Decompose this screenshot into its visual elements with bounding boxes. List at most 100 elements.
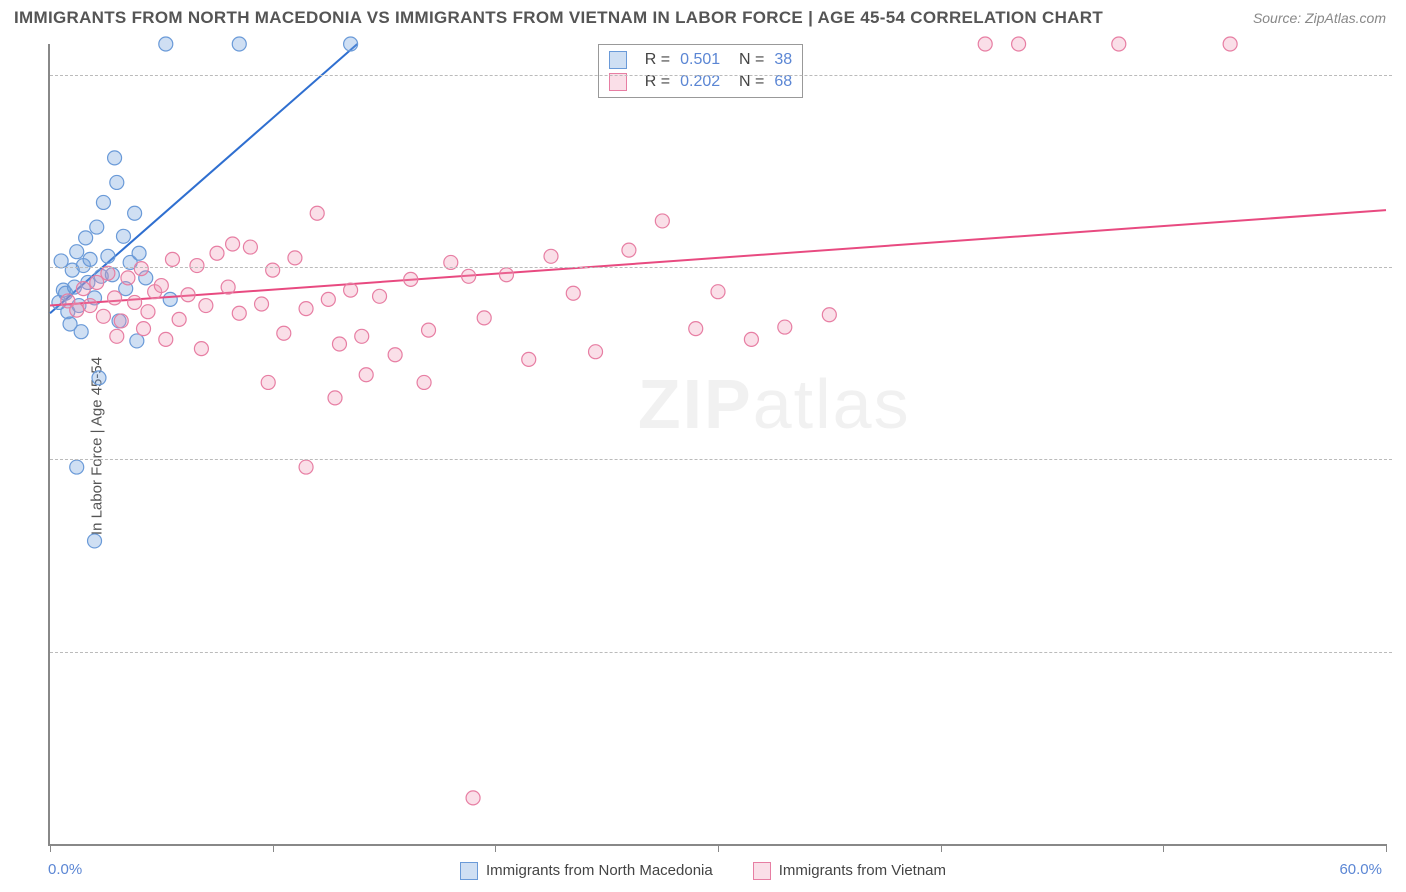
data-point-vietnam [462, 269, 476, 283]
gridline [50, 75, 1392, 76]
stat-legend: R = 0.501 N = 38R = 0.202 N = 68 [598, 44, 803, 98]
stat-row-macedonia: R = 0.501 N = 38 [609, 49, 792, 71]
data-point-vietnam [355, 329, 369, 343]
y-tick-label: 87.5% [1394, 273, 1406, 290]
gridline [50, 459, 1392, 460]
stat-n-value: 38 [774, 51, 792, 69]
x-tick [273, 844, 274, 852]
data-point-macedonia [344, 37, 358, 51]
gridline [50, 267, 1392, 268]
data-point-vietnam [466, 791, 480, 805]
x-tick [50, 844, 51, 852]
data-point-macedonia [128, 206, 142, 220]
stat-n-label: N = [730, 51, 764, 69]
data-point-macedonia [101, 249, 115, 263]
data-point-vietnam [388, 348, 402, 362]
stat-r-label: R = [645, 51, 670, 69]
data-point-vietnam [108, 291, 122, 305]
legend-item-macedonia: Immigrants from North Macedonia [460, 862, 713, 880]
data-point-macedonia [108, 151, 122, 165]
y-tick-label: 100.0% [1394, 80, 1406, 97]
data-point-vietnam [689, 322, 703, 336]
data-point-vietnam [744, 332, 758, 346]
gridline [50, 652, 1392, 653]
data-point-vietnam [499, 268, 513, 282]
data-point-vietnam [522, 352, 536, 366]
data-point-vietnam [114, 314, 128, 328]
legend-swatch [460, 862, 478, 880]
legend-swatch [609, 51, 627, 69]
data-point-vietnam [261, 375, 275, 389]
data-point-vietnam [190, 259, 204, 273]
data-point-vietnam [589, 345, 603, 359]
data-point-vietnam [255, 297, 269, 311]
data-point-vietnam [83, 299, 97, 313]
data-point-vietnam [299, 302, 313, 316]
x-tick [941, 844, 942, 852]
data-point-vietnam [622, 243, 636, 257]
data-point-vietnam [544, 249, 558, 263]
data-point-vietnam [373, 289, 387, 303]
x-tick [495, 844, 496, 852]
data-point-macedonia [92, 371, 106, 385]
data-point-vietnam [655, 214, 669, 228]
data-point-vietnam [417, 375, 431, 389]
data-point-vietnam [137, 322, 151, 336]
legend-label: Immigrants from North Macedonia [486, 862, 713, 879]
y-tick-label: 62.5% [1394, 657, 1406, 674]
data-point-macedonia [130, 334, 144, 348]
data-point-vietnam [277, 326, 291, 340]
data-point-vietnam [822, 308, 836, 322]
data-point-vietnam [141, 305, 155, 319]
data-point-vietnam [194, 342, 208, 356]
data-point-vietnam [232, 306, 246, 320]
data-point-macedonia [70, 245, 84, 259]
data-point-vietnam [344, 283, 358, 297]
data-point-macedonia [54, 254, 68, 268]
data-point-vietnam [566, 286, 580, 300]
x-tick [1386, 844, 1387, 852]
data-point-vietnam [711, 285, 725, 299]
data-point-vietnam [978, 37, 992, 51]
data-point-vietnam [128, 295, 142, 309]
data-point-vietnam [110, 329, 124, 343]
data-point-vietnam [1112, 37, 1126, 51]
data-point-vietnam [181, 288, 195, 302]
data-point-macedonia [110, 175, 124, 189]
data-point-vietnam [404, 272, 418, 286]
data-point-macedonia [159, 37, 173, 51]
data-point-vietnam [210, 246, 224, 260]
data-point-macedonia [116, 229, 130, 243]
data-point-vietnam [310, 206, 324, 220]
bottom-legend: Immigrants from North Macedonia Immigrant… [0, 862, 1406, 880]
data-point-vietnam [134, 262, 148, 276]
data-point-vietnam [288, 251, 302, 265]
data-point-vietnam [121, 271, 135, 285]
scatter-svg [50, 44, 1386, 844]
data-point-vietnam [359, 368, 373, 382]
data-point-vietnam [422, 323, 436, 337]
data-point-vietnam [199, 299, 213, 313]
source-label: Source: ZipAtlas.com [1253, 10, 1386, 26]
y-tick-label: 75.0% [1394, 465, 1406, 482]
x-tick [718, 844, 719, 852]
data-point-vietnam [477, 311, 491, 325]
data-point-vietnam [332, 337, 346, 351]
chart-title: IMMIGRANTS FROM NORTH MACEDONIA VS IMMIG… [14, 8, 1103, 28]
data-point-vietnam [328, 391, 342, 405]
data-point-vietnam [154, 279, 168, 293]
data-point-vietnam [243, 240, 257, 254]
legend-item-vietnam: Immigrants from Vietnam [753, 862, 946, 880]
data-point-macedonia [83, 252, 97, 266]
data-point-vietnam [165, 252, 179, 266]
data-point-vietnam [221, 280, 235, 294]
data-point-vietnam [266, 263, 280, 277]
data-point-vietnam [76, 282, 90, 296]
data-point-macedonia [163, 292, 177, 306]
data-point-vietnam [96, 309, 110, 323]
data-point-macedonia [232, 37, 246, 51]
data-point-macedonia [79, 231, 93, 245]
data-point-vietnam [1012, 37, 1026, 51]
data-point-macedonia [96, 195, 110, 209]
legend-swatch [753, 862, 771, 880]
